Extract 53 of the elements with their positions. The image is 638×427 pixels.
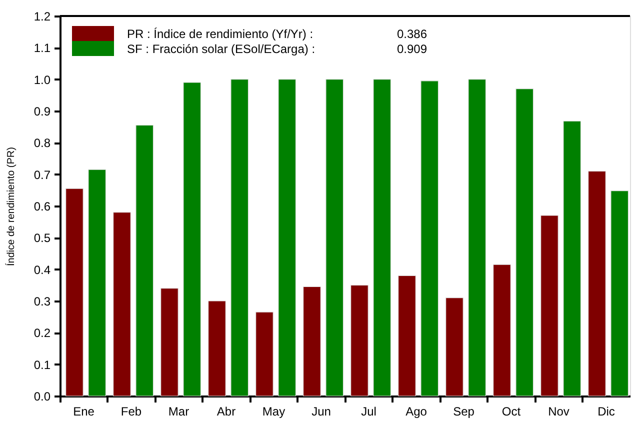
bar: [563, 120, 582, 396]
legend-label: PR : Índice de rendimiento (Yf/Yr) :: [127, 27, 314, 41]
y-tick-label: 0.4: [34, 262, 51, 277]
y-tick-label: 1.2: [34, 10, 51, 24]
bar: [278, 79, 296, 396]
x-tick-label: Feb: [120, 404, 142, 418]
y-tick-label: 1.0: [34, 72, 51, 87]
y-tick-label: 0.9: [34, 104, 51, 118]
bar: [136, 124, 154, 396]
bar: [540, 215, 558, 396]
x-tick-label: Abr: [216, 404, 236, 418]
bar: [350, 284, 368, 396]
y-tick-label: 1.1: [34, 41, 51, 56]
bar: [493, 264, 511, 396]
legend-label: SF : Fracción solar (ESol/ECarga) :: [127, 42, 316, 56]
bar: [516, 88, 534, 396]
bar: [160, 288, 178, 396]
y-tick-label: 0.7: [34, 168, 51, 182]
bar: [256, 312, 274, 396]
bar: [88, 169, 106, 396]
x-tick-label: Dic: [598, 404, 615, 418]
bar: [446, 298, 464, 396]
x-tick-label: Nov: [548, 404, 570, 418]
bar: [303, 286, 321, 396]
x-tick-label: Sep: [453, 404, 475, 418]
x-tick-label: Ago: [406, 404, 428, 418]
x-tick-label: Mar: [168, 404, 190, 418]
y-tick-label: 0.3: [34, 294, 51, 308]
y-tick-label: 0.6: [34, 200, 51, 214]
x-tick-label: Jun: [312, 404, 331, 418]
bar: [66, 188, 84, 396]
y-tick-label: 0.2: [34, 326, 51, 340]
y-tick-label: 0.1: [34, 358, 51, 372]
x-tick-label: Jul: [361, 404, 376, 418]
annotation: 0.909: [397, 42, 428, 56]
annotation: 0.386: [397, 27, 428, 41]
y-axis-title: Índice de rendimiento (PR): [4, 147, 17, 266]
y-tick-label: 0.8: [34, 136, 51, 150]
bar: [326, 79, 344, 396]
bar: [373, 79, 392, 396]
y-tick-label: 0.5: [34, 231, 51, 246]
x-tick-label: Oct: [502, 404, 522, 418]
bar: [398, 275, 416, 396]
bar: [230, 79, 249, 396]
x-tick-label: Ene: [73, 404, 95, 418]
bar: [588, 170, 606, 396]
bar: [420, 80, 439, 396]
bar: [183, 82, 202, 396]
bar: [468, 79, 486, 396]
bar: [113, 212, 131, 396]
bar: [208, 300, 226, 396]
y-tick-label: 0.0: [34, 390, 51, 404]
x-tick-label: May: [262, 404, 286, 418]
